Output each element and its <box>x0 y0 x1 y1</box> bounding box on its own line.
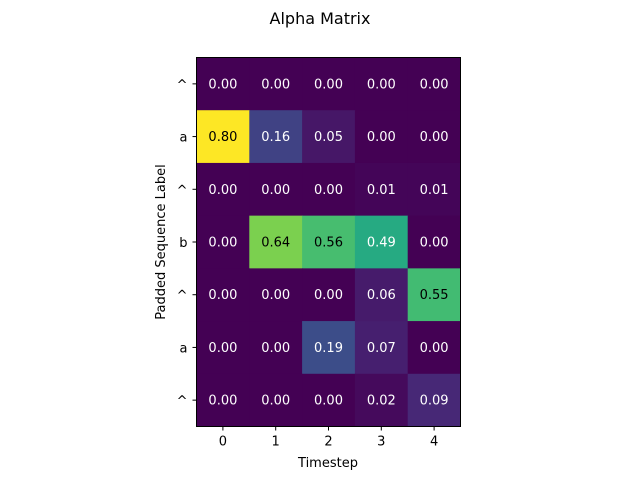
cell-value-label: 0.64 <box>261 236 290 251</box>
cell-value-label: 0.00 <box>420 236 449 251</box>
heatmap-cell <box>407 215 461 269</box>
heatmap-cell <box>354 110 409 164</box>
y-axis-label: Padded Sequence Label <box>154 164 169 319</box>
cell-value-label: 0.05 <box>314 130 343 145</box>
heatmap-cell <box>354 268 409 322</box>
heatmap-cell <box>249 268 303 322</box>
heatmap-cell <box>354 215 409 269</box>
heatmap-cell <box>407 373 461 427</box>
cell-value-label: 0.00 <box>314 77 343 92</box>
x-tick-label: 2 <box>324 435 332 450</box>
heatmap-cell <box>407 57 461 111</box>
cell-value-label: 0.00 <box>208 288 237 303</box>
heatmap-cell <box>354 162 409 217</box>
cell-value-label: 0.01 <box>420 183 449 198</box>
cell-value-label: 0.00 <box>261 341 290 356</box>
heatmap-cells <box>196 57 461 427</box>
heatmap-cell <box>302 321 356 375</box>
cell-value-label: 0.00 <box>208 183 237 198</box>
cell-value-label: 0.00 <box>420 341 449 356</box>
cell-value-label: 0.00 <box>420 77 449 92</box>
heatmap-cell <box>407 162 461 217</box>
heatmap-cell <box>249 373 303 427</box>
y-tick-label: ^ <box>177 78 188 93</box>
heatmap-cell <box>249 162 303 217</box>
heatmap-cell <box>196 268 250 322</box>
cell-value-label: 0.00 <box>367 130 396 145</box>
cell-value-label: 0.55 <box>420 288 449 303</box>
heatmap-cell <box>249 57 303 111</box>
y-tick-label: ^ <box>177 289 188 304</box>
cell-value-label: 0.00 <box>420 130 449 145</box>
y-tick-label: ^ <box>177 183 188 198</box>
y-tick-label: a <box>180 341 188 356</box>
heatmap-cell <box>196 57 250 111</box>
heatmap-cell <box>196 373 250 427</box>
cell-value-label: 0.00 <box>261 288 290 303</box>
heatmap-cell <box>302 268 356 322</box>
heatmap-cell <box>249 110 303 164</box>
heatmap-cell <box>407 110 461 164</box>
chart-title: Alpha Matrix <box>270 9 371 28</box>
cell-value-label: 0.01 <box>367 183 396 198</box>
cell-value-label: 0.00 <box>367 77 396 92</box>
heatmap-cell <box>196 162 250 217</box>
heatmap-cell <box>354 373 409 427</box>
cell-value-label: 0.09 <box>420 394 449 409</box>
y-tick-label: a <box>180 131 188 146</box>
cell-value-label: 0.00 <box>314 288 343 303</box>
x-tick-label: 4 <box>430 435 438 450</box>
y-tick-label: b <box>179 236 187 251</box>
heatmap-cell <box>302 57 356 111</box>
cell-value-label: 0.00 <box>261 77 290 92</box>
cell-value-label: 0.00 <box>208 341 237 356</box>
heatmap-cell <box>249 321 303 375</box>
cell-value-label: 0.16 <box>261 130 290 145</box>
cell-value-label: 0.00 <box>314 183 343 198</box>
heatmap-cell <box>302 215 356 269</box>
heatmap-cell <box>196 321 250 375</box>
cell-value-label: 0.00 <box>208 236 237 251</box>
cell-value-label: 0.00 <box>314 394 343 409</box>
cell-value-label: 0.56 <box>314 236 343 251</box>
heatmap-cell <box>196 215 250 269</box>
x-tick-label: 3 <box>377 435 385 450</box>
heatmap-cell <box>407 268 461 322</box>
cell-value-label: 0.80 <box>208 130 237 145</box>
heatmap-cell <box>407 321 461 375</box>
cell-value-label: 0.00 <box>208 394 237 409</box>
x-tick-label: 0 <box>219 435 227 450</box>
cell-value-label: 0.49 <box>367 236 396 251</box>
cell-value-label: 0.00 <box>261 183 290 198</box>
y-axis: ^ a ^ b ^ a ^ <box>177 78 197 409</box>
y-tick-label: ^ <box>177 394 188 409</box>
cell-value-label: 0.00 <box>208 77 237 92</box>
cell-value-label: 0.00 <box>261 394 290 409</box>
heatmap-cell <box>249 215 303 269</box>
cell-value-label: 0.06 <box>367 288 396 303</box>
cell-value-label: 0.19 <box>314 341 343 356</box>
cell-value-label: 0.02 <box>367 394 396 409</box>
heatmap-cell <box>302 110 356 164</box>
x-axis-label: Timestep <box>297 456 358 471</box>
x-tick-label: 1 <box>272 435 280 450</box>
heatmap-cell-labels: 0.00 0.00 0.00 0.00 0.00 0.80 0.16 0.05 0.00 0.00… <box>208 77 448 408</box>
heatmap-cell <box>302 373 356 427</box>
cell-value-label: 0.07 <box>367 341 396 356</box>
heatmap-cell <box>354 321 409 375</box>
heatmap-cell <box>196 110 250 164</box>
x-axis: 0 1 2 3 4 <box>219 426 438 450</box>
heatmap-cell <box>354 57 409 111</box>
heatmap-cell <box>302 162 356 217</box>
